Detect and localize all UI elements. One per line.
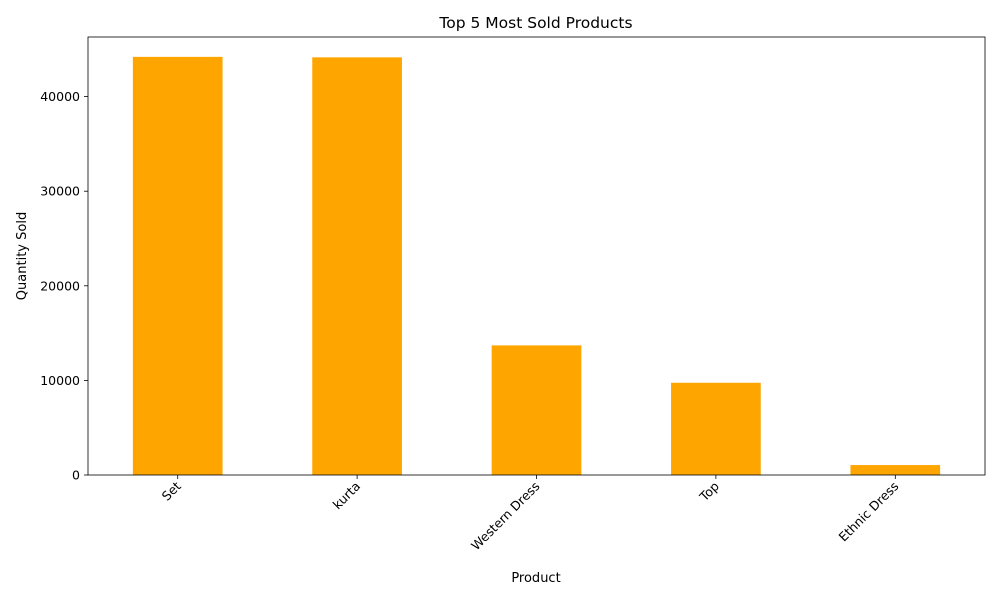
x-tick-label: Set bbox=[159, 478, 184, 503]
bar bbox=[312, 57, 402, 476]
y-tick-label: 40000 bbox=[40, 89, 80, 104]
y-axis-title: Quantity Sold bbox=[15, 212, 30, 300]
x-tick-label: Western Dress bbox=[468, 479, 543, 554]
bar bbox=[671, 382, 761, 475]
chart-title: Top 5 Most Sold Products bbox=[438, 14, 632, 32]
y-tick-label: 10000 bbox=[40, 373, 80, 388]
labels-layer: Top 5 Most Sold Products Product Quantit… bbox=[15, 14, 633, 586]
x-axis-title: Product bbox=[511, 571, 560, 586]
x-tick-label: Top bbox=[696, 478, 722, 504]
y-tick-label: 30000 bbox=[40, 184, 80, 199]
bar bbox=[850, 465, 941, 475]
y-tick-label: 0 bbox=[72, 468, 80, 483]
bar bbox=[132, 56, 223, 475]
x-tick-label: kurta bbox=[330, 479, 364, 513]
bars-layer bbox=[132, 56, 941, 476]
bar bbox=[491, 345, 582, 475]
plot-frame bbox=[87, 36, 986, 476]
y-tick-label: 20000 bbox=[40, 278, 80, 293]
x-tick-label: Ethnic Dress bbox=[836, 479, 902, 545]
